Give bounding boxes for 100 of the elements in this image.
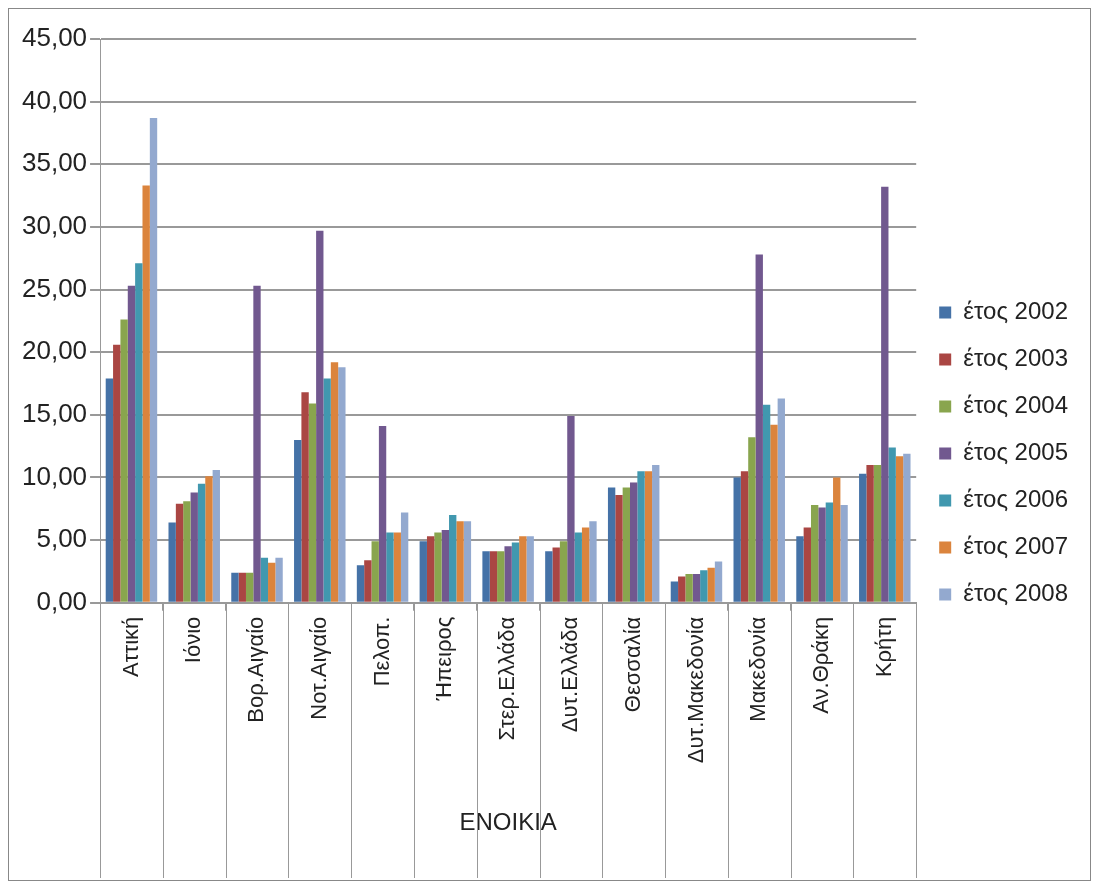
bar (707, 567, 715, 602)
bar (519, 536, 527, 602)
bar (833, 477, 841, 602)
bar (231, 572, 239, 602)
bar (581, 527, 590, 602)
bar (378, 426, 387, 602)
bar (644, 471, 653, 602)
bar (622, 487, 631, 602)
bar (526, 536, 534, 602)
bar (197, 483, 206, 602)
x-tick-label: Ήπειρος (431, 616, 457, 702)
x-tick-label: Δυτ.Μακεδονία (682, 616, 708, 764)
bar (434, 532, 442, 602)
x-tick-label: Θεσσαλία (619, 616, 645, 713)
x-tick-label: Νοτ.Αιγαίο (305, 616, 331, 720)
bar (630, 482, 638, 602)
bar (881, 186, 889, 602)
bar (545, 551, 553, 602)
y-tick-label: 35,00 (21, 147, 88, 178)
bar (260, 557, 269, 602)
bar (183, 501, 191, 602)
bar (142, 185, 150, 602)
bar (294, 439, 302, 602)
bar (678, 576, 686, 602)
bar (463, 521, 472, 602)
legend-label: έτος 2005 (963, 438, 1068, 466)
bar (449, 515, 457, 602)
bar (105, 378, 114, 602)
bar (740, 471, 749, 602)
bar (810, 505, 819, 602)
bar (803, 527, 811, 602)
y-tick-label: 45,00 (21, 22, 88, 53)
y-tick-label: 25,00 (21, 272, 88, 303)
bar (400, 512, 409, 602)
bar (356, 565, 365, 602)
y-tick-label: 0,00 (36, 585, 88, 616)
bar (840, 505, 848, 602)
legend-label: έτος 2002 (963, 297, 1068, 325)
y-tick-label: 40,00 (21, 84, 88, 115)
bar (770, 424, 778, 602)
bar (441, 530, 450, 602)
bar (168, 522, 176, 602)
x-tick-label: Δυτ.Ελλάδα (556, 616, 582, 733)
bar (574, 532, 582, 602)
x-tick-label: Πελοπ. (368, 616, 394, 687)
bar (253, 285, 261, 602)
bar (859, 473, 867, 602)
bar (866, 464, 874, 602)
bar (212, 469, 220, 602)
bar (323, 378, 331, 602)
bar (120, 319, 128, 602)
bar (762, 404, 771, 602)
bar (205, 476, 213, 602)
bar (552, 547, 560, 602)
bar (456, 521, 464, 602)
legend-label: έτος 2007 (963, 532, 1068, 560)
bar (482, 551, 490, 602)
legend-label: έτος 2004 (963, 391, 1068, 419)
x-tick-label: Στερ.Ελλάδα (494, 616, 520, 741)
bar (316, 230, 324, 602)
bar (175, 503, 184, 602)
bar (755, 254, 763, 602)
bar (559, 541, 568, 602)
y-tick-label: 5,00 (36, 523, 88, 554)
x-tick-label: Ιόνιο (180, 616, 206, 664)
bar (489, 551, 498, 602)
bar (796, 536, 804, 602)
bar (637, 471, 645, 602)
bar (426, 536, 435, 602)
bar (497, 551, 505, 602)
bar (692, 573, 701, 602)
y-tick-label: 30,00 (21, 210, 88, 241)
bar (607, 487, 616, 602)
x-tick-label: Μακεδονία (745, 616, 771, 722)
bar (903, 453, 911, 602)
bar (825, 502, 834, 602)
bar (268, 562, 276, 602)
x-axis-title: ΕΝΟΙΚΙΑ (459, 808, 557, 836)
bar (714, 561, 723, 602)
bar (135, 263, 143, 602)
bar (393, 532, 401, 602)
legend-label: έτος 2003 (963, 344, 1068, 372)
bar (511, 542, 520, 602)
bar (504, 546, 512, 602)
bar (748, 437, 756, 602)
bar (589, 521, 597, 602)
bar (245, 572, 254, 602)
bar (127, 285, 136, 602)
y-tick-label: 20,00 (21, 335, 88, 366)
bar (386, 532, 394, 602)
bar (419, 541, 427, 602)
x-tick-label: Αττική (117, 616, 143, 677)
bar (238, 572, 246, 602)
bar (364, 560, 372, 602)
x-tick-label: Κρήτη (870, 616, 896, 678)
bar (338, 367, 346, 602)
bar (670, 581, 679, 602)
legend-label: έτος 2008 (963, 579, 1068, 607)
bar (895, 456, 904, 602)
bar (308, 403, 317, 602)
